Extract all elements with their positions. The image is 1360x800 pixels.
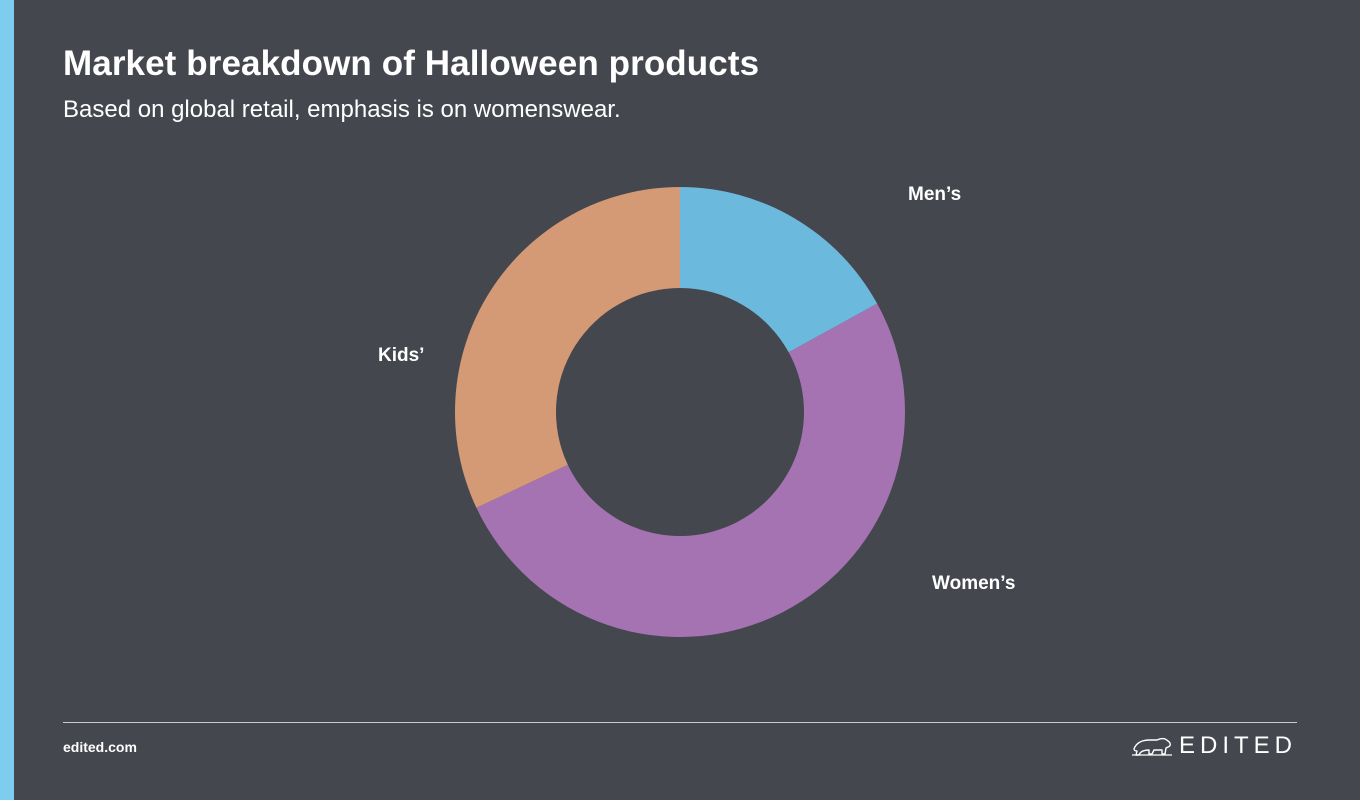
accent-bar: [0, 0, 14, 800]
donut-slices: [454, 187, 905, 637]
chart-subtitle: Based on global retail, emphasis is on w…: [63, 96, 621, 123]
slice-womens: [476, 303, 905, 637]
slice-label-kids: Kids’: [378, 345, 424, 366]
slice-mens: [680, 187, 878, 353]
brand-wordmark: EDITED: [1178, 732, 1297, 759]
brand-logo: EDITED: [1131, 731, 1297, 761]
slice-kids: [454, 187, 680, 508]
footer-divider: [63, 722, 1297, 723]
site-link[interactable]: edited.com: [63, 739, 137, 755]
slice-label-womens: Women’s: [932, 573, 1015, 594]
polar-bear-icon: [1131, 737, 1172, 756]
chart-title: Market breakdown of Halloween products: [63, 44, 760, 83]
slice-label-mens: Men’s: [908, 184, 961, 205]
slice-labels: Men’s Women’s Kids’: [378, 184, 1015, 594]
